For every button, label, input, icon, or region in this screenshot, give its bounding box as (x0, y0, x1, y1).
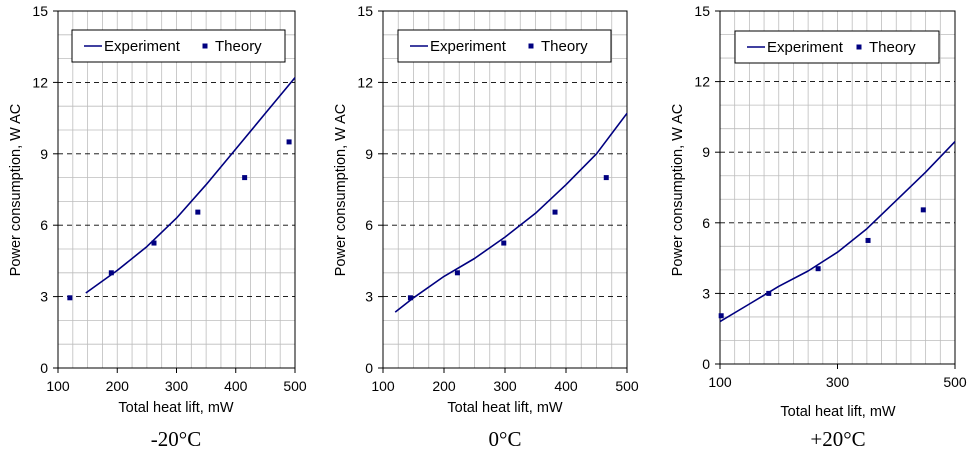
y-tick-label: 12 (32, 74, 48, 90)
y-tick-label: 3 (40, 289, 48, 305)
legend-box (397, 29, 612, 63)
y-axis-title: Power consumption, W AC (333, 104, 349, 276)
theory-point (603, 175, 609, 181)
y-axis-title: Power consumption, W AC (670, 104, 686, 276)
y-tick-label: 0 (702, 356, 710, 372)
x-tick-label: 100 (708, 374, 732, 390)
y-tick-label: 6 (40, 217, 48, 233)
y-tick-label: 12 (694, 74, 710, 90)
legend-label-experiment: Experiment (104, 38, 181, 55)
experiment-line (85, 77, 296, 294)
y-tick-label: 9 (365, 146, 373, 162)
x-axis-title: Total heat lift, mW (447, 400, 563, 416)
x-tick-label: 100 (46, 378, 70, 394)
y-tick-label: 6 (365, 217, 373, 233)
legend-label-experiment: Experiment (430, 38, 507, 55)
x-axis-title: Total heat lift, mW (780, 404, 896, 420)
theory-point (67, 295, 73, 301)
chart-panel: 0 3 6 9 12 15 100 200 300 400 500 Total heat lift, … (8, 3, 307, 451)
x-tick-label: 200 (106, 378, 130, 394)
experiment-line (719, 141, 956, 323)
x-tick-label: 200 (432, 378, 456, 394)
chart-panel: 0 3 6 9 12 15 100 300 500 Total heat lift, mW Powe… (670, 3, 967, 451)
x-tick-label: 300 (165, 378, 189, 394)
theory-point (151, 240, 157, 246)
legend-label-theory: Theory (869, 39, 916, 56)
y-tick-label: 9 (40, 146, 48, 162)
y-tick-label: 9 (702, 144, 710, 160)
x-tick-label: 500 (283, 378, 307, 394)
theory-point (195, 209, 201, 215)
theory-point (242, 175, 248, 181)
y-tick-label: 6 (702, 215, 710, 231)
theory-point (501, 240, 507, 246)
theory-point (552, 209, 558, 215)
y-tick-label: 3 (702, 285, 710, 301)
legend-label-experiment: Experiment (767, 39, 844, 56)
x-tick-label: 300 (493, 378, 517, 394)
y-axis-title: Power consumption, W AC (8, 104, 24, 276)
temperature-caption: 0°C (489, 427, 522, 451)
y-tick-label: 0 (40, 360, 48, 376)
theory-point (920, 207, 926, 213)
legend-marker-swatch (856, 44, 862, 50)
x-tick-label: 400 (224, 378, 248, 394)
x-tick-label: 500 (615, 378, 639, 394)
y-tick-label: 15 (694, 3, 710, 19)
legend-box (71, 29, 286, 63)
legend-label-theory: Theory (215, 38, 262, 55)
y-tick-label: 12 (357, 74, 373, 90)
legend-label-theory: Theory (541, 38, 588, 55)
experiment-line (394, 112, 628, 313)
theory-point (766, 290, 772, 296)
x-tick-label: 300 (826, 374, 850, 390)
theory-point (718, 313, 724, 319)
theory-point (454, 270, 460, 276)
y-tick-label: 15 (32, 3, 48, 19)
legend-marker-swatch (202, 43, 208, 49)
temperature-caption: +20°C (810, 427, 865, 451)
theory-point (407, 295, 413, 301)
x-tick-label: 100 (371, 378, 395, 394)
x-axis-title: Total heat lift, mW (118, 400, 234, 416)
y-tick-label: 15 (357, 3, 373, 19)
legend-marker-swatch (528, 43, 534, 49)
theory-point (815, 266, 821, 272)
theory-point (108, 270, 114, 276)
y-tick-label: 0 (365, 360, 373, 376)
y-tick-label: 3 (365, 289, 373, 305)
x-tick-label: 500 (943, 374, 967, 390)
legend-box (734, 30, 940, 64)
theory-point (865, 237, 871, 243)
x-tick-label: 400 (554, 378, 578, 394)
chart-panel: 0 3 6 9 12 15 100 200 300 400 500 Total heat lift, … (333, 3, 639, 451)
temperature-caption: -20°C (151, 427, 201, 451)
theory-point (286, 139, 292, 145)
